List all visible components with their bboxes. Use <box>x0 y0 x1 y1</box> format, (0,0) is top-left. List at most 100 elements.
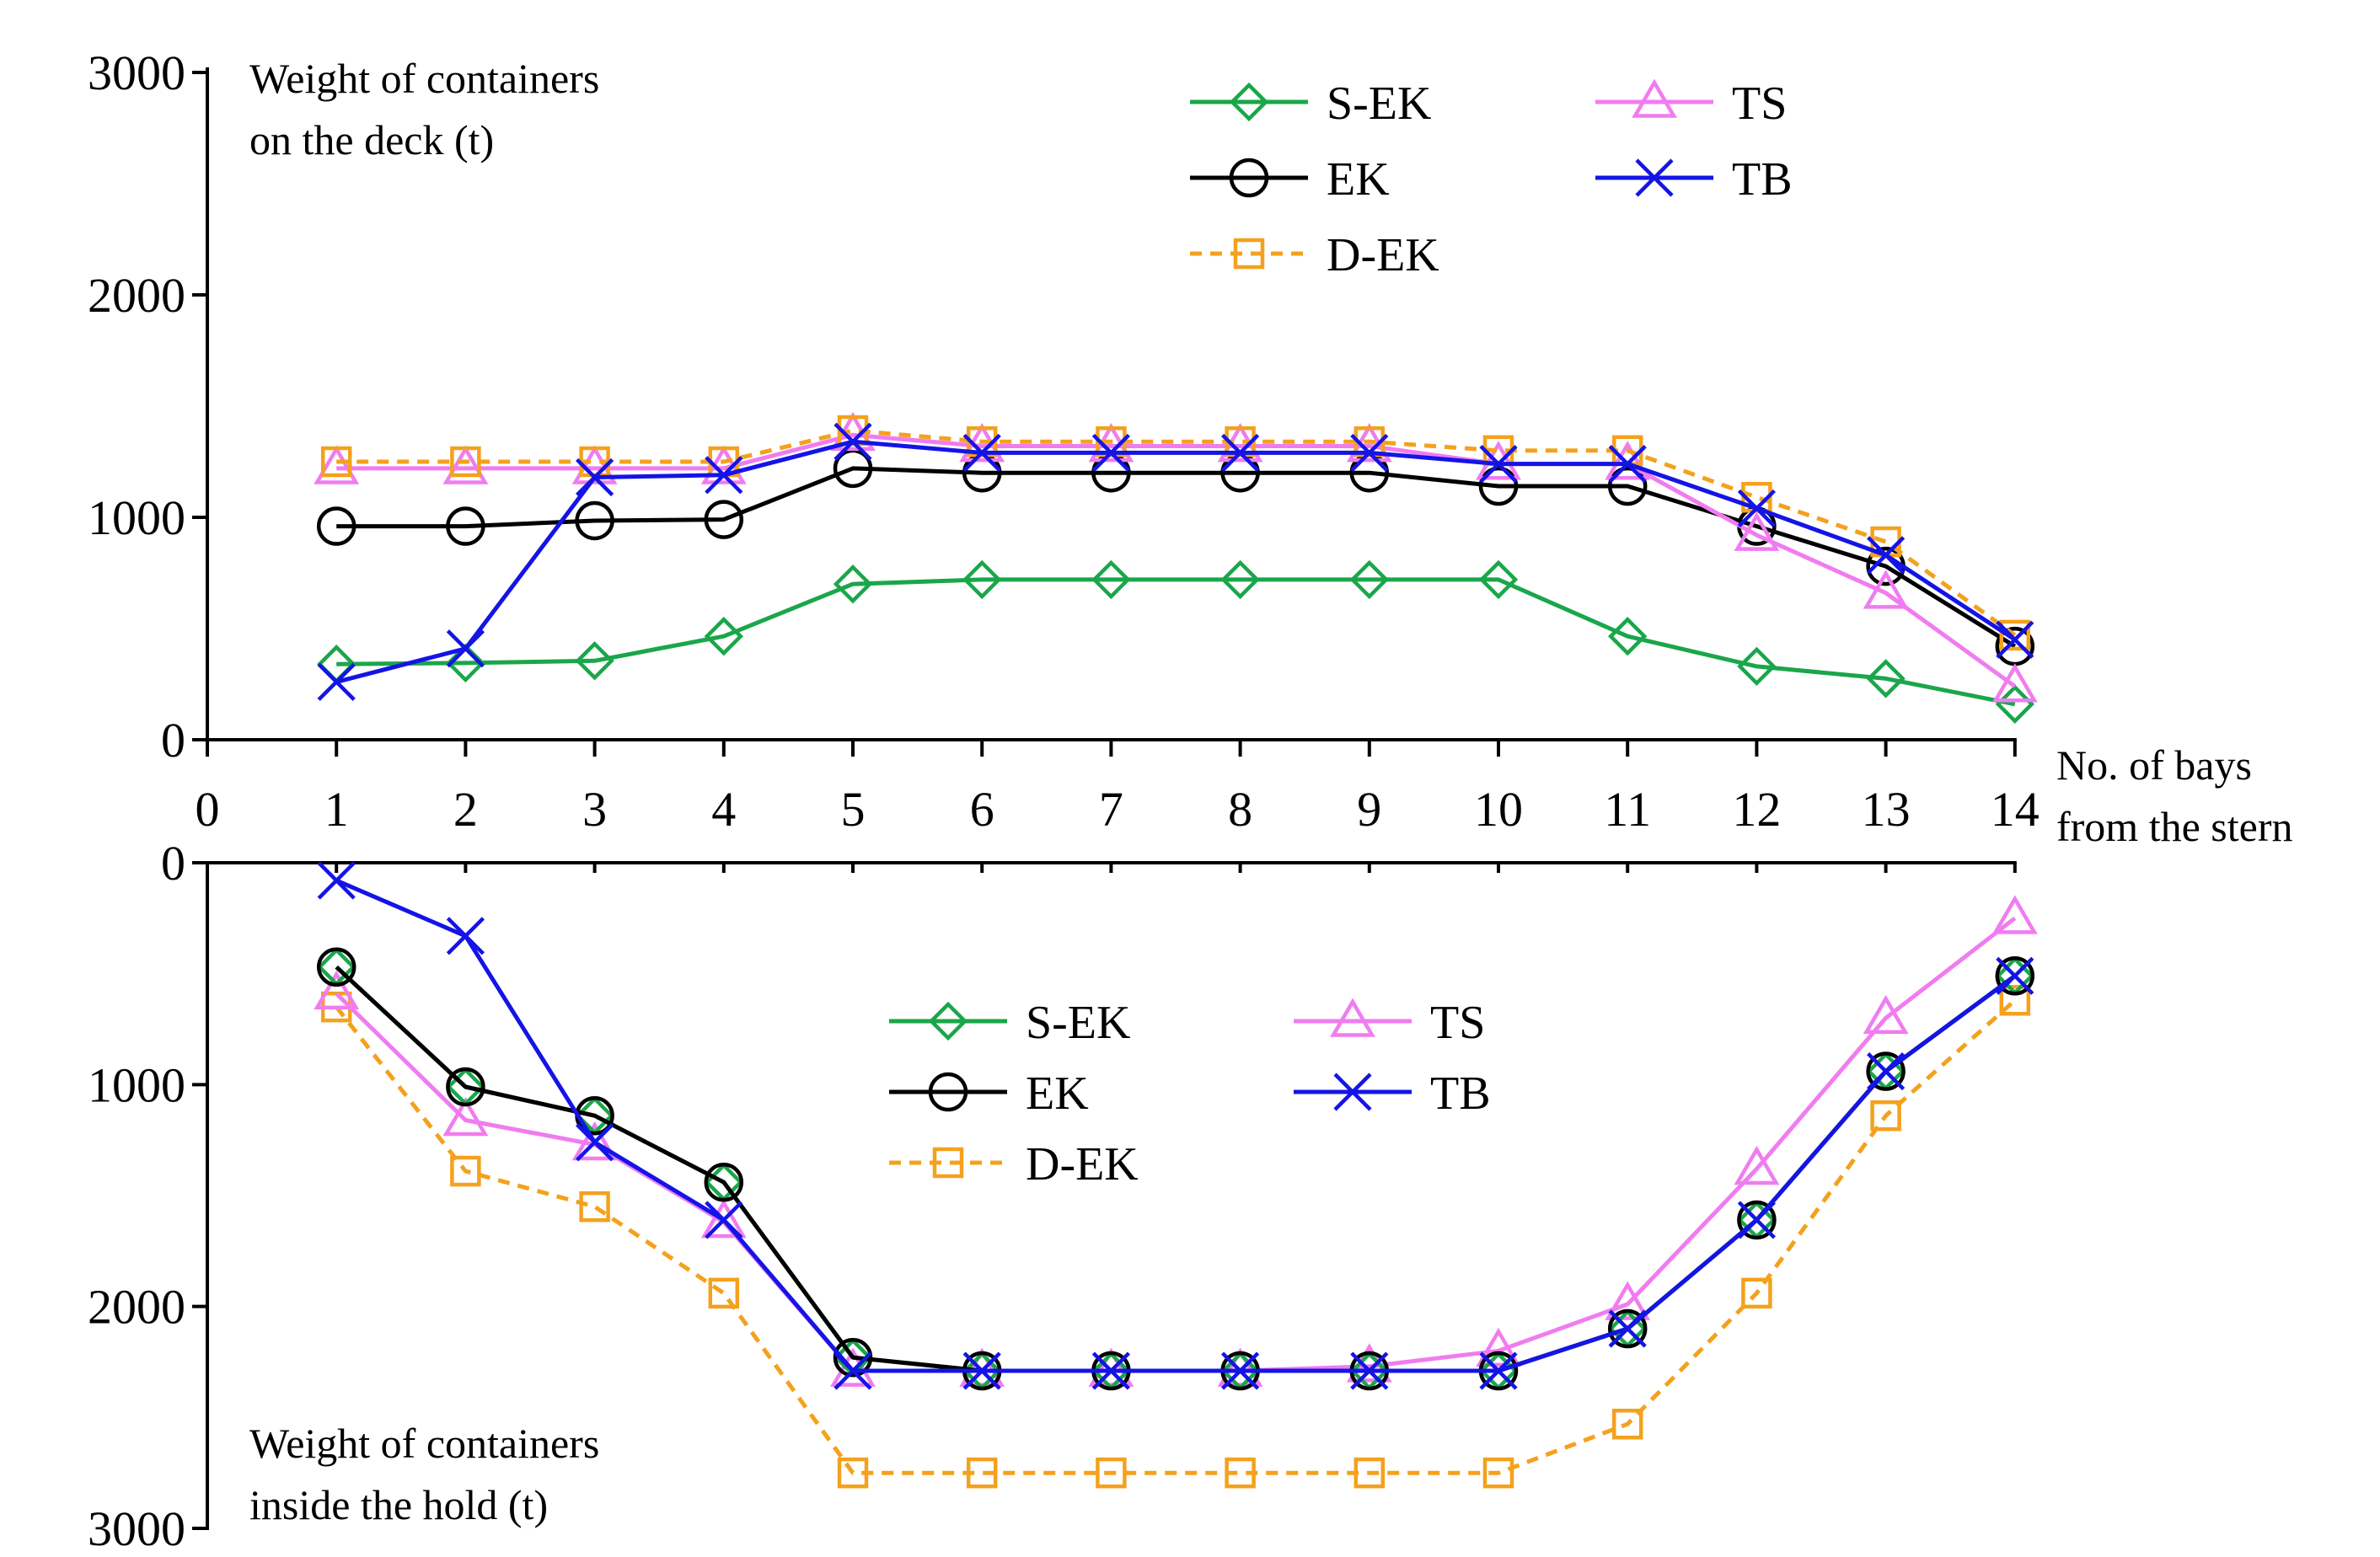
hold-series-d-ek-point <box>1225 1457 1256 1489</box>
hold-series-d-ek-point <box>1870 1100 1901 1132</box>
deck-series-ek-point <box>575 500 614 541</box>
deck-series-s-ek-point <box>1608 617 1648 656</box>
hold-legend-s-ek-label: S-EK <box>1026 997 1130 1049</box>
hold-series-ts-point <box>1088 1347 1134 1387</box>
deck-series-group <box>314 411 2038 724</box>
deck-series-ek-point <box>446 506 485 546</box>
hold-y-tick-label: 3000 <box>88 1501 185 1556</box>
deck-legend-tb-marker <box>1635 158 1674 197</box>
deck-series-s-ek-point <box>1091 559 1131 600</box>
deck-series-d-ek-point <box>1999 619 2031 651</box>
hold-series-ts-point <box>314 970 360 1010</box>
hold-legend-tb-marker <box>1333 1073 1372 1111</box>
deck-series-ts-point <box>1991 663 2038 703</box>
deck-series-s-ek-point <box>833 564 873 604</box>
deck-y-tick-label: 0 <box>161 713 185 768</box>
deck-series-tb-point <box>1350 433 1389 473</box>
hold-series-ek-line <box>335 965 2017 1373</box>
deck-legend-ek-label: EK <box>1327 153 1390 206</box>
hold-y-tick-label: 0 <box>161 836 185 891</box>
deck-legend-s-ek-label: S-EK <box>1327 78 1431 130</box>
hold-series-d-ek-point <box>579 1190 610 1223</box>
deck-series-tb-point <box>962 433 1001 473</box>
hold-legend-tb-label: TB <box>1430 1067 1491 1120</box>
deck-series-ts-point <box>314 445 360 484</box>
hold-series-tb-line <box>335 878 2017 1373</box>
hold-series-tb-point <box>1221 1351 1260 1390</box>
deck-series-tb-point <box>1737 489 1776 528</box>
hold-legend-ek-marker <box>928 1072 968 1112</box>
deck-series-tb-point <box>1867 536 1906 575</box>
x-tick-label: 0 <box>196 782 220 837</box>
deck-series-s-ek-point <box>1478 559 1519 600</box>
deck-series-s-ek-point <box>1220 559 1260 600</box>
deck-ylabel-line-1: Weight of containers <box>249 55 599 102</box>
hold-legend-ts-label: TS <box>1430 997 1485 1049</box>
hold-series-ek-point <box>1995 956 2035 996</box>
hold-series-group <box>314 861 2038 1489</box>
deck-series-tb-point <box>705 456 743 495</box>
deck-series-tb-point <box>1608 445 1647 484</box>
x-tick-label: 8 <box>1228 782 1252 837</box>
deck-series-tb-point <box>1996 620 2034 659</box>
deck-legend: S-EK EK D-EK TS TB <box>1190 78 1793 281</box>
xlabel-line-2: from the stern <box>2056 803 2292 850</box>
deck-series-tb-point <box>576 457 614 497</box>
x-tick-label: 6 <box>970 782 994 837</box>
xlabel-line-1: No. of bays <box>2056 741 2252 789</box>
deck-series-ek-point <box>704 500 744 539</box>
hold-y-tick-label: 2000 <box>88 1280 185 1335</box>
deck-series-s-ek-point <box>962 559 1002 600</box>
x-tick-label: 1 <box>324 782 349 837</box>
hold-series-ts-point <box>1991 895 2038 934</box>
x-tick-label: 2 <box>453 782 478 837</box>
deck-series-tb-line <box>335 439 2017 684</box>
x-tick-label: 14 <box>1991 782 2040 837</box>
hold-series-d-ek-point <box>1482 1457 1514 1489</box>
hold-series-tb-point <box>834 1351 872 1390</box>
hold-series-tb-point <box>1091 1351 1130 1390</box>
deck-series-s-ek-line <box>336 577 2016 707</box>
deck-series-tb-point <box>317 662 356 701</box>
deck-series-d-ek-point <box>450 446 481 478</box>
deck-series-ek-point <box>1607 466 1648 506</box>
hold-legend: S-EK EK D-EK TS TB <box>889 997 1491 1190</box>
x-tick-label: 12 <box>1732 782 1781 837</box>
hold-series-ts-point <box>1476 1327 1521 1367</box>
hold-legend-ts-marker <box>1330 998 1375 1037</box>
x-tick-label: 11 <box>1604 782 1651 837</box>
deck-series-d-ek-line <box>336 428 2017 637</box>
deck-legend-s-ek-marker <box>1229 82 1269 122</box>
hold-series-d-ek-point <box>1611 1408 1643 1440</box>
hold-series-ek-point <box>446 1067 485 1107</box>
hold-legend-d-ek-label: D-EK <box>1026 1138 1139 1190</box>
hold-series-ek-point <box>1866 1051 1906 1091</box>
hold-series-tb-point <box>576 1123 614 1162</box>
deck-series-s-ek-point <box>1866 659 1906 698</box>
deck-series-s-ek-point <box>1737 646 1777 687</box>
deck-y-tick-label: 2000 <box>88 268 185 323</box>
hold-series-tb-point <box>1867 1051 1906 1091</box>
deck-series-tb-point <box>1091 433 1130 473</box>
hold-series-d-ek-point <box>1096 1457 1127 1489</box>
hold-series-tb-point <box>1608 1309 1647 1348</box>
hold-series-tb-point <box>1350 1351 1389 1390</box>
deck-series-tb-point <box>1479 445 1518 484</box>
hold-legend-d-ek-marker <box>932 1147 964 1179</box>
hold-series-tb-point <box>446 917 485 955</box>
deck-series-ts-point <box>1863 570 1909 609</box>
deck-series-tb-point <box>1221 433 1260 473</box>
deck-series-ts-point <box>1605 441 1651 480</box>
x-tick-label: 10 <box>1474 782 1523 837</box>
hold-series-ek-point <box>1737 1200 1777 1240</box>
hold-series-d-ek-point <box>708 1277 740 1309</box>
hold-series-ek-point <box>316 947 356 987</box>
x-tick-label: 9 <box>1357 782 1381 837</box>
deck-series-ts-point <box>442 445 489 484</box>
hold-series-d-ek-point <box>1999 985 2031 1016</box>
deck-series-ts-point <box>1734 511 1780 551</box>
deck-series-d-ek-point <box>320 446 352 478</box>
hold-series-tb-point <box>1737 1201 1776 1239</box>
